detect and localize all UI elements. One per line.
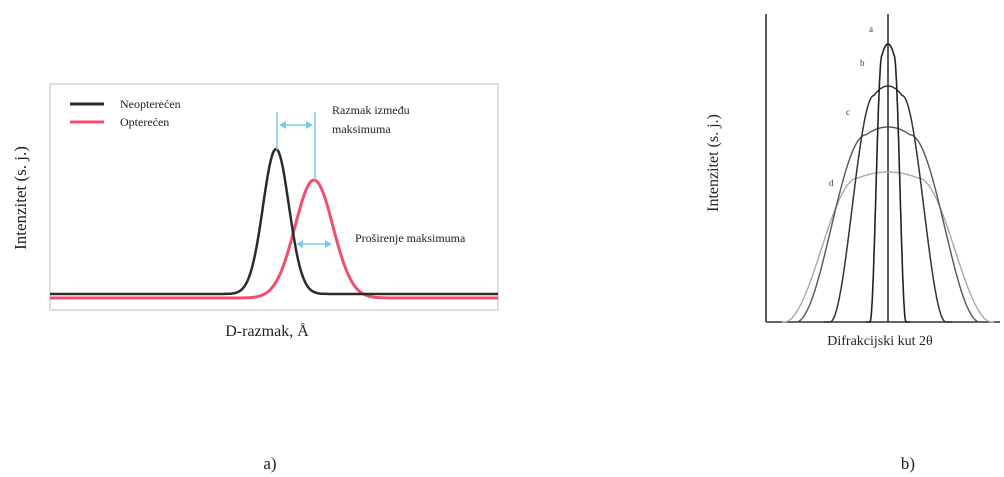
panel-b: a b c d Intenzitet (s. j.) Difrakcijski … <box>705 14 1000 473</box>
peak-shift-label-line1: Razmak između <box>332 103 410 117</box>
unloaded-peak-curve <box>50 147 498 296</box>
panel-a: Neopterećen Opterećen Razmak između maks… <box>11 83 499 473</box>
curve-a <box>866 43 910 323</box>
panel-a-x-axis-label: D-razmak, Å <box>225 322 309 340</box>
curve-b <box>824 85 952 323</box>
panel-a-y-axis-label: Intenzitet (s. j.) <box>11 146 30 250</box>
panel-b-caption: b) <box>901 454 915 473</box>
curve-label-b: b <box>860 58 865 68</box>
broadening-label: Proširenje maksimuma <box>355 231 466 245</box>
curve-label-c: c <box>846 107 850 117</box>
peak-shift-label-line2: maksimuma <box>332 122 391 136</box>
curve-c <box>790 126 986 323</box>
curve-label-d: d <box>829 178 834 188</box>
panel-a-caption: a) <box>263 454 276 473</box>
panel-b-y-axis-label: Intenzitet (s. j.) <box>705 114 722 212</box>
panel-a-frame <box>49 83 499 311</box>
loaded-peak-curve <box>50 178 498 300</box>
peak-shift-arrow <box>279 121 313 129</box>
legend-label-unloaded: Neopterećen <box>120 97 181 111</box>
legend-label-loaded: Opterećen <box>120 115 169 129</box>
broadening-arrow <box>296 240 332 248</box>
curve-label-a: a <box>869 24 873 34</box>
curve-d <box>782 171 994 323</box>
panel-b-x-axis-label: Difrakcijski kut 2θ <box>827 334 933 349</box>
